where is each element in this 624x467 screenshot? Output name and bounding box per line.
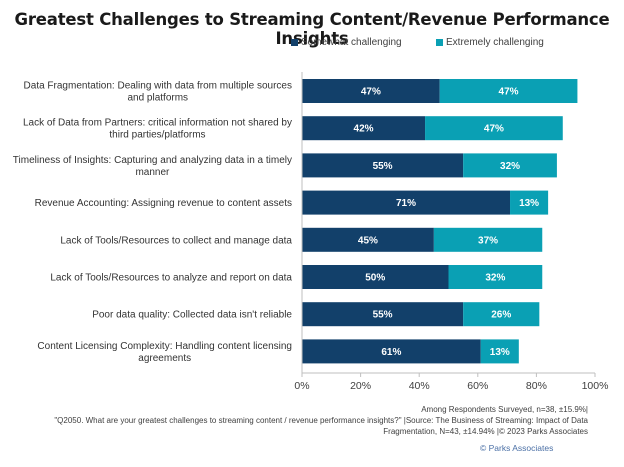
category-label: agreements — [138, 353, 191, 364]
bar-value-label: 61% — [381, 347, 401, 358]
bar-segment-somewhat — [302, 190, 511, 215]
bar-segment-somewhat — [302, 339, 481, 364]
legend-item-somewhat: Somewhat challenging — [291, 37, 402, 48]
footnote-line-2: "Q2050. What are your greatest challenge… — [54, 416, 588, 425]
bar-segment-somewhat — [302, 227, 434, 252]
bar-value-label: 71% — [396, 198, 416, 209]
footnote-line-3: Fragmentation, N=43, ±14.94% |© 2023 Par… — [383, 427, 588, 436]
bar-value-label: 47% — [484, 124, 504, 135]
bar-value-label: 13% — [490, 347, 510, 358]
bar-segment-extremely — [448, 265, 543, 289]
bar-segment-extremely — [463, 153, 557, 178]
bar-segment-extremely — [480, 339, 519, 364]
bar-value-label: 32% — [500, 161, 520, 172]
bar-value-label: 13% — [519, 198, 539, 209]
category-label: Data Fragmentation: Dealing with data fr… — [24, 81, 292, 92]
bar-value-label: 26% — [491, 310, 511, 321]
category-label: manner — [135, 167, 170, 178]
bar-value-label: 47% — [361, 87, 381, 98]
bar-value-label: 55% — [373, 310, 393, 321]
chart-title: Greatest Challenges to Streaming Content… — [14, 10, 610, 48]
category-label: Lack of Data from Partners: critical inf… — [23, 118, 292, 129]
bar-segment-extremely — [439, 79, 578, 103]
x-tick-label: 20% — [350, 380, 371, 392]
copyright: © Parks Associates — [480, 443, 554, 453]
legend-swatch-extremely — [436, 39, 443, 46]
bar-segment-extremely — [425, 116, 563, 141]
category-label: Lack of Tools/Resources to analyze and r… — [50, 273, 292, 284]
bar-segment-extremely — [463, 302, 540, 327]
x-tick-label: 40% — [409, 380, 430, 392]
bar-value-label: 47% — [499, 87, 519, 98]
bar-value-label: 45% — [358, 235, 378, 246]
legend-item-extremely: Extremely challenging — [436, 37, 544, 48]
category-label: Content Licensing Complexity: Handling c… — [37, 341, 292, 352]
legend-swatch-somewhat — [291, 39, 298, 46]
bar-segment-somewhat — [302, 79, 440, 103]
x-tick-label: 60% — [467, 380, 488, 392]
category-label: Timeliness of Insights: Capturing and an… — [13, 155, 292, 166]
footnote-line-1: Among Respondents Surveyed, n=38, ±15.9%… — [421, 405, 588, 414]
bar-value-label: 42% — [354, 124, 374, 135]
bar-segment-somewhat — [302, 153, 464, 178]
bar-segment-somewhat — [302, 302, 464, 327]
category-label: Revenue Accounting: Assigning revenue to… — [35, 198, 292, 209]
bar-value-label: 55% — [373, 161, 393, 172]
bar-segment-somewhat — [302, 265, 449, 289]
bar-value-label: 50% — [365, 273, 385, 284]
bar-value-label: 37% — [478, 235, 498, 246]
legend-label-extremely: Extremely challenging — [446, 37, 544, 48]
bar-segment-extremely — [510, 190, 549, 215]
x-tick-label: 100% — [582, 380, 609, 392]
bar-value-label: 32% — [485, 273, 505, 284]
bar-segment-extremely — [433, 227, 543, 252]
category-label: third parties/platforms — [109, 130, 205, 141]
x-tick-label: 80% — [526, 380, 547, 392]
legend-label-somewhat: Somewhat challenging — [301, 37, 402, 48]
category-label: and platforms — [127, 93, 188, 104]
category-label: Lack of Tools/Resources to collect and m… — [60, 235, 292, 246]
x-tick-label: 0% — [294, 380, 309, 392]
category-label: Poor data quality: Collected data isn't … — [92, 310, 292, 321]
bar-segment-somewhat — [302, 116, 426, 141]
